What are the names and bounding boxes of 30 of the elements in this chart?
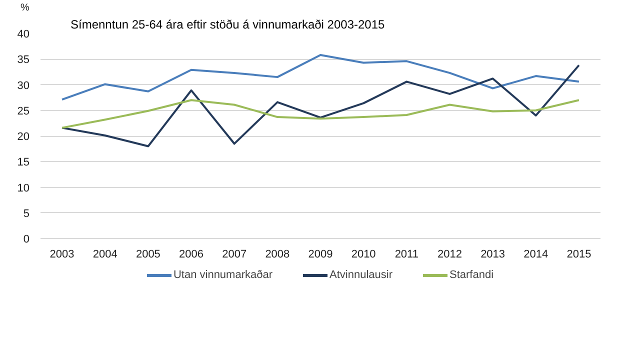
x-tick-label: 2006 bbox=[179, 248, 204, 260]
y-tick-label: 20 bbox=[17, 131, 30, 143]
y-tick-label: 10 bbox=[17, 182, 30, 194]
x-tick-label: 2008 bbox=[265, 248, 290, 260]
y-tick-label: 25 bbox=[17, 105, 30, 118]
x-tick-label: 2014 bbox=[524, 248, 548, 260]
y-tick-label: 5 bbox=[23, 208, 30, 220]
legend-label: Utan vinnumarkaðar bbox=[173, 269, 273, 281]
x-tick-label: 2013 bbox=[480, 248, 506, 260]
x-tick-label: 2010 bbox=[351, 248, 376, 260]
line-series bbox=[61, 64, 580, 148]
y-tick-label: 30 bbox=[17, 80, 30, 92]
line-series bbox=[61, 54, 580, 101]
x-tick-label: 2011 bbox=[394, 248, 418, 260]
x-tick-label: 2004 bbox=[92, 248, 118, 260]
y-tick-label: 40 bbox=[17, 28, 30, 40]
legend-label: Starfandi bbox=[450, 269, 494, 281]
y-axis-title: % bbox=[20, 2, 30, 14]
x-tick-label: 2009 bbox=[308, 248, 333, 260]
y-tick-label: 0 bbox=[23, 234, 30, 246]
x-tick-label: 2012 bbox=[437, 248, 462, 260]
line-series bbox=[61, 99, 580, 129]
y-tick-label: 35 bbox=[17, 54, 30, 66]
x-tick-label: 2007 bbox=[222, 248, 247, 260]
y-tick-label: 15 bbox=[17, 156, 30, 169]
legend-label: Atvinnulausir bbox=[330, 269, 393, 281]
chart-title: Símenntun 25-64 ára eftir stöðu á vinnumarkaði 2003-2015 bbox=[70, 18, 386, 32]
x-tick-label: 2015 bbox=[566, 248, 592, 260]
x-tick-label: 2005 bbox=[136, 248, 160, 260]
x-tick-label: 2003 bbox=[50, 248, 74, 260]
